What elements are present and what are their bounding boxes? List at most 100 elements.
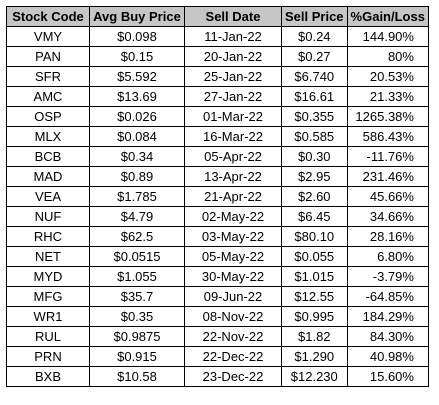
sell-price-cell: $0.585 xyxy=(281,126,348,147)
table-row: NUF $4.79 02-May-22 $6.45 34.66% xyxy=(6,206,429,227)
avg-buy-price-cell: $0.15 xyxy=(89,46,185,67)
gain-loss-cell: 184.29% xyxy=(346,306,429,327)
avg-buy-price-cell: $35.7 xyxy=(89,286,185,307)
table-row: BCB $0.34 05-Apr-22 $0.30 -11.76% xyxy=(6,146,429,167)
avg-buy-price-cell: $0.89 xyxy=(89,166,185,187)
avg-buy-price-cell: $0.098 xyxy=(89,26,185,47)
avg-buy-price-cell: $5.592 xyxy=(89,66,185,87)
stock-code-cell: OSP xyxy=(6,106,90,127)
sell-price-cell: $0.27 xyxy=(281,46,348,67)
sell-price-cell: $1.290 xyxy=(281,346,348,367)
gain-loss-cell: 34.66% xyxy=(346,206,429,227)
header-sell-date: Sell Date xyxy=(184,6,282,27)
sell-date-cell: 11-Jan-22 xyxy=(184,26,282,47)
sell-price-cell: $12.55 xyxy=(281,286,348,307)
stock-code-cell: NUF xyxy=(6,206,90,227)
table-row: MYD $1.055 30-May-22 $1.015 -3.79% xyxy=(6,266,429,287)
sell-date-cell: 02-May-22 xyxy=(184,206,282,227)
sell-date-cell: 05-Apr-22 xyxy=(184,146,282,167)
sell-price-cell: $12.230 xyxy=(281,366,348,387)
gain-loss-cell: 231.46% xyxy=(346,166,429,187)
sell-price-cell: $1.015 xyxy=(281,266,348,287)
sell-date-cell: 08-Nov-22 xyxy=(184,306,282,327)
sell-price-cell: $6.45 xyxy=(281,206,348,227)
sell-date-cell: 13-Apr-22 xyxy=(184,166,282,187)
sell-date-cell: 16-Mar-22 xyxy=(184,126,282,147)
avg-buy-price-cell: $4.79 xyxy=(89,206,185,227)
sell-date-cell: 03-May-22 xyxy=(184,226,282,247)
gain-loss-cell: -11.76% xyxy=(346,146,429,167)
avg-buy-price-cell: $0.084 xyxy=(89,126,185,147)
sell-price-cell: $0.24 xyxy=(281,26,348,47)
gain-loss-cell: 40.98% xyxy=(346,346,429,367)
stock-code-cell: PAN xyxy=(6,46,90,67)
table-row: NET $0.0515 05-May-22 $0.055 6.80% xyxy=(6,246,429,267)
stock-code-cell: BXB xyxy=(6,366,90,387)
avg-buy-price-cell: $13.69 xyxy=(89,86,185,107)
sell-price-cell: $0.995 xyxy=(281,306,348,327)
sell-price-cell: $80.10 xyxy=(281,226,348,247)
sell-price-cell: $0.355 xyxy=(281,106,348,127)
table-header-row: Stock Code Avg Buy Price Sell Date Sell … xyxy=(6,6,429,27)
gain-loss-cell: 144.90% xyxy=(346,26,429,47)
sell-price-cell: $2.95 xyxy=(281,166,348,187)
avg-buy-price-cell: $0.35 xyxy=(89,306,185,327)
avg-buy-price-cell: $62.5 xyxy=(89,226,185,247)
table-row: PRN $0.915 22-Dec-22 $1.290 40.98% xyxy=(6,346,429,367)
sell-date-cell: 23-Dec-22 xyxy=(184,366,282,387)
gain-loss-cell: 84.30% xyxy=(346,326,429,347)
table-row: VEA $1.785 21-Apr-22 $2.60 45.66% xyxy=(6,186,429,207)
sell-date-cell: 30-May-22 xyxy=(184,266,282,287)
sell-price-cell: $2.60 xyxy=(281,186,348,207)
gain-loss-cell: 586.43% xyxy=(346,126,429,147)
gain-loss-cell: 6.80% xyxy=(346,246,429,267)
sell-price-cell: $16.61 xyxy=(281,86,348,107)
stock-code-cell: MYD xyxy=(6,266,90,287)
stock-code-cell: AMC xyxy=(6,86,90,107)
avg-buy-price-cell: $10.58 xyxy=(89,366,185,387)
table-row: MLX $0.084 16-Mar-22 $0.585 586.43% xyxy=(6,126,429,147)
stock-sales-table-container: Stock Code Avg Buy Price Sell Date Sell … xyxy=(6,6,429,387)
sell-date-cell: 22-Dec-22 xyxy=(184,346,282,367)
header-sell-price: Sell Price xyxy=(281,6,348,27)
stock-code-cell: RHC xyxy=(6,226,90,247)
sell-date-cell: 05-May-22 xyxy=(184,246,282,267)
gain-loss-cell: -3.79% xyxy=(346,266,429,287)
sell-price-cell: $6.740 xyxy=(281,66,348,87)
avg-buy-price-cell: $0.026 xyxy=(89,106,185,127)
table-row: SFR $5.592 25-Jan-22 $6.740 20.53% xyxy=(6,66,429,87)
sell-date-cell: 21-Apr-22 xyxy=(184,186,282,207)
table-row: RHC $62.5 03-May-22 $80.10 28.16% xyxy=(6,226,429,247)
table-body: VMY $0.098 11-Jan-22 $0.24 144.90% PAN $0.15 20… xyxy=(6,26,429,387)
sell-price-cell: $0.30 xyxy=(281,146,348,167)
header-stock-code: Stock Code xyxy=(6,6,90,27)
avg-buy-price-cell: $1.785 xyxy=(89,186,185,207)
header-gain-loss: %Gain/Loss xyxy=(346,6,429,27)
gain-loss-cell: 45.66% xyxy=(346,186,429,207)
table-row: RUL $0.9875 22-Nov-22 $1.82 84.30% xyxy=(6,326,429,347)
stock-code-cell: BCB xyxy=(6,146,90,167)
gain-loss-cell: 21.33% xyxy=(346,86,429,107)
sell-date-cell: 20-Jan-22 xyxy=(184,46,282,67)
avg-buy-price-cell: $0.915 xyxy=(89,346,185,367)
stock-code-cell: VEA xyxy=(6,186,90,207)
stock-code-cell: WR1 xyxy=(6,306,90,327)
table-row: MFG $35.7 09-Jun-22 $12.55 -64.85% xyxy=(6,286,429,307)
sell-price-cell: $0.055 xyxy=(281,246,348,267)
avg-buy-price-cell: $0.0515 xyxy=(89,246,185,267)
gain-loss-cell: -64.85% xyxy=(346,286,429,307)
table-row: VMY $0.098 11-Jan-22 $0.24 144.90% xyxy=(6,26,429,47)
stock-code-cell: SFR xyxy=(6,66,90,87)
avg-buy-price-cell: $1.055 xyxy=(89,266,185,287)
sell-date-cell: 25-Jan-22 xyxy=(184,66,282,87)
stock-code-cell: RUL xyxy=(6,326,90,347)
sell-date-cell: 09-Jun-22 xyxy=(184,286,282,307)
gain-loss-cell: 1265.38% xyxy=(346,106,429,127)
stock-code-cell: MLX xyxy=(6,126,90,147)
stock-code-cell: NET xyxy=(6,246,90,267)
avg-buy-price-cell: $0.9875 xyxy=(89,326,185,347)
table-row: WR1 $0.35 08-Nov-22 $0.995 184.29% xyxy=(6,306,429,327)
stock-sales-table: Stock Code Avg Buy Price Sell Date Sell … xyxy=(6,6,429,387)
stock-code-cell: PRN xyxy=(6,346,90,367)
stock-code-cell: MFG xyxy=(6,286,90,307)
